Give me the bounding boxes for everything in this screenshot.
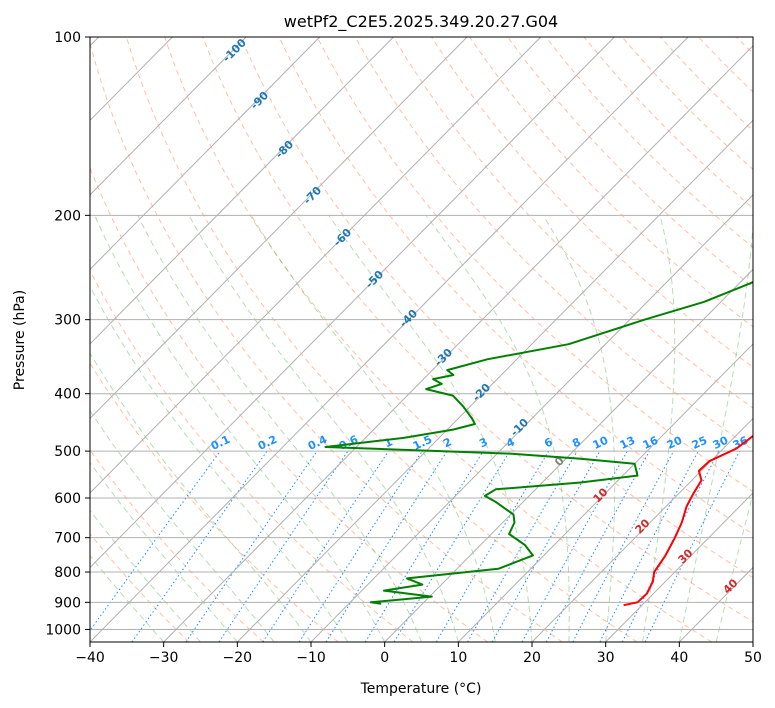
isotherm-gridline xyxy=(90,37,321,271)
mixing-ratio-line xyxy=(90,450,221,632)
profiles xyxy=(324,280,753,607)
moist-adiabat xyxy=(642,215,676,642)
x-tick-label: 30 xyxy=(597,650,615,666)
y-tick-label: 300 xyxy=(54,313,81,329)
isotherm-gridline xyxy=(90,37,468,420)
isotherm-gridline xyxy=(90,37,247,196)
isotherm-gridline xyxy=(90,37,689,642)
x-tick-label: 40 xyxy=(670,650,688,666)
x-tick-label: 0 xyxy=(380,650,389,666)
mixing-ratio-label: 36 xyxy=(731,434,751,452)
dry-adiabat xyxy=(90,269,414,642)
mixing-ratio-label: 10 xyxy=(591,434,611,452)
moist-adiabat xyxy=(90,461,238,642)
dry-adiabat xyxy=(431,37,753,368)
y-tick-label: 800 xyxy=(54,565,81,581)
dry-adiabat xyxy=(469,37,753,328)
dry-adiabat xyxy=(316,37,753,493)
x-tick-label: 10 xyxy=(449,650,467,666)
x-tick-label: 20 xyxy=(523,650,541,666)
mixing-ratio-label: 25 xyxy=(690,434,709,452)
background-lines xyxy=(90,37,753,642)
moist-adiabat xyxy=(328,215,533,642)
plot-frame xyxy=(89,36,754,643)
x-axis-label: Temperature (°C) xyxy=(360,681,482,697)
dry-adiabat xyxy=(90,362,339,642)
isotherm-gridline xyxy=(310,194,753,642)
mixing-ratio-line xyxy=(298,450,423,642)
temperature-profile xyxy=(623,434,753,607)
y-axis-label: Pressure (hPa) xyxy=(12,290,28,390)
dry-adiabat xyxy=(90,41,563,642)
isotherm-gridline xyxy=(384,268,753,642)
x-tick-label: −20 xyxy=(223,650,253,666)
moist-adiabat xyxy=(678,218,753,642)
x-tick-label: −30 xyxy=(149,650,179,666)
mixing-ratio-line xyxy=(364,450,484,642)
moist-adiabat xyxy=(542,215,616,642)
dry-adiabat xyxy=(125,37,638,642)
mixing-ratio-line xyxy=(545,450,650,642)
isotherm-gridline xyxy=(531,417,753,642)
moist-adiabat xyxy=(188,215,459,642)
mixing-ratio-line xyxy=(621,450,720,642)
isotherm-gridline xyxy=(163,45,753,642)
mixing-ratio-line xyxy=(521,450,628,642)
mixing-ratio-label: 13 xyxy=(618,434,637,452)
moist-adiabat xyxy=(94,215,386,642)
moist-adiabat xyxy=(90,409,275,642)
isotherm-gridline xyxy=(236,119,753,642)
y-tick-label: 100 xyxy=(54,30,81,46)
y-tick-label: 900 xyxy=(54,595,81,611)
y-tick-label: 400 xyxy=(54,387,81,403)
isotherm-gridline xyxy=(90,37,542,494)
mixing-ratio-line xyxy=(218,450,349,642)
mixing-ratio-line xyxy=(185,450,318,642)
dry-adiabat xyxy=(164,37,712,642)
isotherm-gridline xyxy=(90,37,615,569)
dry-adiabat xyxy=(90,166,488,642)
mixing-ratio-line xyxy=(644,450,741,642)
moist-adiabat xyxy=(137,215,422,642)
x-tick-label: −10 xyxy=(296,650,326,666)
moist-adiabat xyxy=(425,215,570,642)
mixing-ratio-line xyxy=(393,450,511,642)
y-tick-label: 500 xyxy=(54,444,81,460)
x-tick-label: −40 xyxy=(75,650,105,666)
chart-title: wetPf2_C2E5.2025.349.20.27.G04 xyxy=(284,12,558,32)
mixing-ratio-label: 16 xyxy=(641,434,661,452)
mixing-ratio-label: 30 xyxy=(711,434,731,452)
x-axis: −40 −30 −20 −10 0 10 20 30 40 50 xyxy=(75,642,762,666)
mixing-ratio-line xyxy=(325,450,448,642)
isotherm-gridline xyxy=(605,492,753,642)
mixing-ratio-line xyxy=(262,450,389,642)
y-axis: 100 200 300 400 500 600 700 800 900 1000 xyxy=(45,30,90,638)
dry-adiabat xyxy=(354,37,753,451)
dry-adiabat xyxy=(90,533,190,642)
x-tick-label: 50 xyxy=(744,650,762,666)
y-tick-label: 1000 xyxy=(45,622,81,638)
dewpoint-profile xyxy=(324,280,753,605)
moist-adiabat xyxy=(250,215,496,642)
isotherm-gridline xyxy=(90,37,394,345)
isotherm-gridline xyxy=(457,343,753,642)
y-tick-label: 600 xyxy=(54,491,81,507)
y-tick-label: 200 xyxy=(54,208,81,224)
y-tick-label: 700 xyxy=(54,531,81,547)
mixing-ratio-label: 20 xyxy=(665,434,685,452)
